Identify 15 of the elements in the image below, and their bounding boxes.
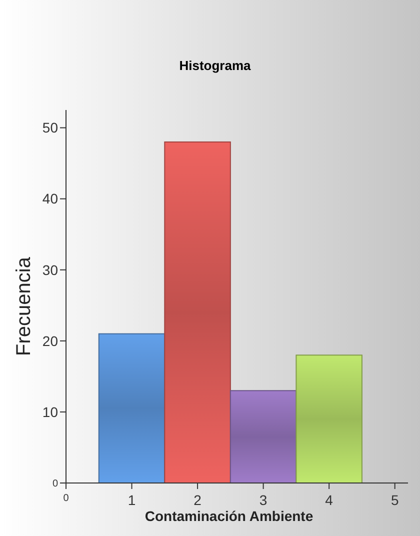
chart-title: Histograma (179, 58, 252, 73)
x-axis-title: Contaminación Ambiente (144, 508, 314, 524)
y-axis-title: Frecuencia (13, 256, 35, 356)
x-tick-label: 5 (390, 492, 399, 508)
y-tick-label: 40 (42, 190, 58, 207)
x-tick-label: 0 (63, 493, 70, 504)
x-tick-label: 4 (325, 492, 334, 508)
x-tick-label: 2 (194, 492, 202, 508)
y-tick-label: 10 (42, 404, 58, 420)
y-tick-label: 50 (42, 120, 58, 136)
y-tick-label: 30 (42, 262, 58, 278)
x-tick-label: 3 (259, 492, 268, 508)
y-tick-label: 20 (42, 332, 58, 349)
y-tick-label: 0 (52, 478, 58, 490)
x-tick-label: 1 (128, 492, 136, 508)
